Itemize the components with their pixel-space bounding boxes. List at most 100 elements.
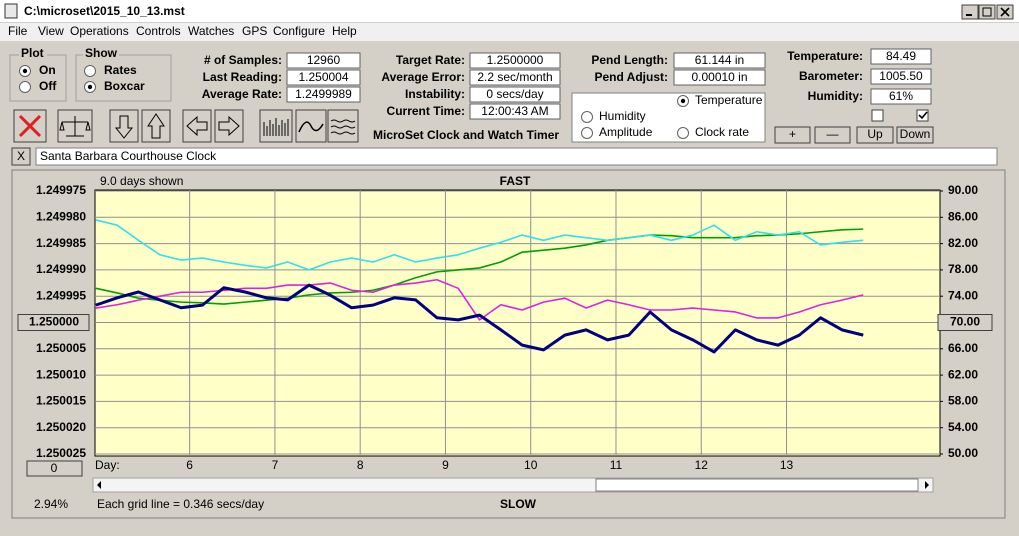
balance-button[interactable]: [57, 109, 93, 143]
menu-item[interactable]: Watches: [188, 24, 234, 38]
curve-glyph: [298, 121, 324, 133]
app-icon: [4, 3, 18, 19]
radio-label[interactable]: On: [39, 63, 56, 77]
zero-button[interactable]: [26, 460, 83, 477]
menu-item[interactable]: Operations: [70, 24, 129, 38]
menu-item[interactable]: GPS: [242, 24, 267, 38]
x-tick-label: 6: [186, 458, 193, 472]
readout-label: Pend Length:: [591, 53, 668, 67]
checkbox[interactable]: [916, 109, 929, 122]
y-tick-label: 1.250000: [29, 315, 79, 329]
readout-label: Barometer:: [799, 69, 863, 83]
button[interactable]: [814, 126, 851, 144]
radio-label[interactable]: Rates: [104, 63, 137, 77]
menu-item[interactable]: Help: [332, 24, 357, 38]
clock-name-field[interactable]: [35, 147, 998, 166]
series-line: [95, 283, 864, 354]
y2-tick-label: 62.00: [948, 367, 978, 381]
legend-label[interactable]: Amplitude: [599, 125, 653, 139]
readout-label: # of Samples:: [204, 53, 282, 67]
minimize[interactable]: [961, 4, 979, 20]
readout-value: 1005.50: [879, 69, 923, 83]
y2-tick-label: 82.00: [948, 236, 978, 250]
readout-field: [870, 88, 932, 105]
close-glyph: [1000, 7, 1010, 17]
button-label: +: [789, 127, 796, 141]
menu-bar: [0, 23, 1019, 41]
title-bar: [0, 0, 1019, 22]
readout-value: 0.00010 in: [691, 70, 747, 84]
window-controls[interactable]: [961, 4, 1014, 20]
readout-field: [469, 86, 561, 103]
x-tick-label: 10: [524, 458, 538, 472]
radio-dot: [680, 98, 686, 104]
y2-tick-label: 78.00: [948, 262, 978, 276]
scroll-thumb[interactable]: [595, 478, 919, 492]
readout-field: [286, 86, 361, 103]
legend-label[interactable]: Temperature: [695, 93, 763, 107]
button[interactable]: [896, 126, 934, 144]
x-tick-label: 11: [610, 458, 623, 472]
y2-tick-label: 74.00: [948, 288, 978, 302]
zero-button-label: 0: [51, 461, 58, 475]
tick-button[interactable]: [17, 314, 90, 331]
y2-tick-label: 66.00: [948, 341, 978, 355]
radio[interactable]: [84, 65, 96, 77]
y2-tick-label: 70.00: [950, 315, 980, 329]
menu-item[interactable]: View: [38, 24, 64, 38]
legend-label[interactable]: Humidity: [599, 109, 646, 123]
readout-value: 1.2499989: [295, 87, 352, 101]
series-line: [95, 278, 864, 321]
radio-label[interactable]: Off: [39, 79, 57, 93]
stop-glyph: [18, 114, 42, 138]
y-tick-label: 1.249975: [36, 183, 86, 197]
percent: 2.94%: [34, 497, 68, 511]
radio[interactable]: [677, 127, 689, 139]
readout-label: Temperature:: [787, 49, 863, 63]
clear-button[interactable]: [11, 147, 31, 166]
radio[interactable]: [19, 81, 31, 93]
menu-item[interactable]: Configure: [273, 24, 325, 38]
button[interactable]: [856, 126, 894, 144]
menu-item[interactable]: Controls: [136, 24, 181, 38]
legend-label[interactable]: Clock rate: [695, 125, 749, 139]
x-tick-label: 13: [780, 458, 794, 472]
x-tick-label: 8: [357, 458, 364, 472]
y2-tick-label: 86.00: [948, 209, 978, 223]
y2-tick-label: 58.00: [948, 394, 978, 408]
readout-value: 0 secs/day: [486, 87, 543, 101]
left-glyph: [186, 115, 208, 137]
radio-label[interactable]: Boxcar: [104, 79, 145, 93]
up-button[interactable]: [141, 109, 171, 143]
down-button[interactable]: [109, 109, 139, 143]
readout-value: 2.2 sec/month: [477, 70, 552, 84]
menu-item[interactable]: File: [8, 24, 28, 38]
readout-value: 1.2500000: [487, 53, 544, 67]
radio[interactable]: [581, 111, 593, 123]
readout-field: [469, 69, 561, 86]
series-line: [95, 219, 864, 271]
show-group: [75, 54, 172, 102]
radio[interactable]: [581, 127, 593, 139]
fast-label: FAST: [500, 174, 531, 188]
readout-field: [673, 69, 766, 86]
button[interactable]: [774, 126, 811, 144]
readout-label: Average Error:: [381, 70, 465, 84]
y-tick-label: 1.250010: [36, 367, 86, 381]
wave-glyph: [330, 119, 356, 135]
maximize[interactable]: [978, 4, 996, 20]
checkbox[interactable]: [871, 109, 884, 122]
y-tick-label: 1.250015: [36, 394, 86, 408]
x-axis-label: Day:: [95, 458, 120, 472]
group-title: Plot: [21, 46, 44, 60]
readout-field: [469, 103, 561, 120]
slow-label: SLOW: [500, 497, 537, 511]
tick-button[interactable]: [937, 314, 993, 331]
readout-field: [286, 52, 361, 69]
readout-label: Current Time:: [387, 104, 465, 118]
x-tick-label: 12: [695, 458, 709, 472]
readout-label: Average Rate:: [202, 87, 282, 101]
readout-value: 84.49: [886, 49, 916, 63]
